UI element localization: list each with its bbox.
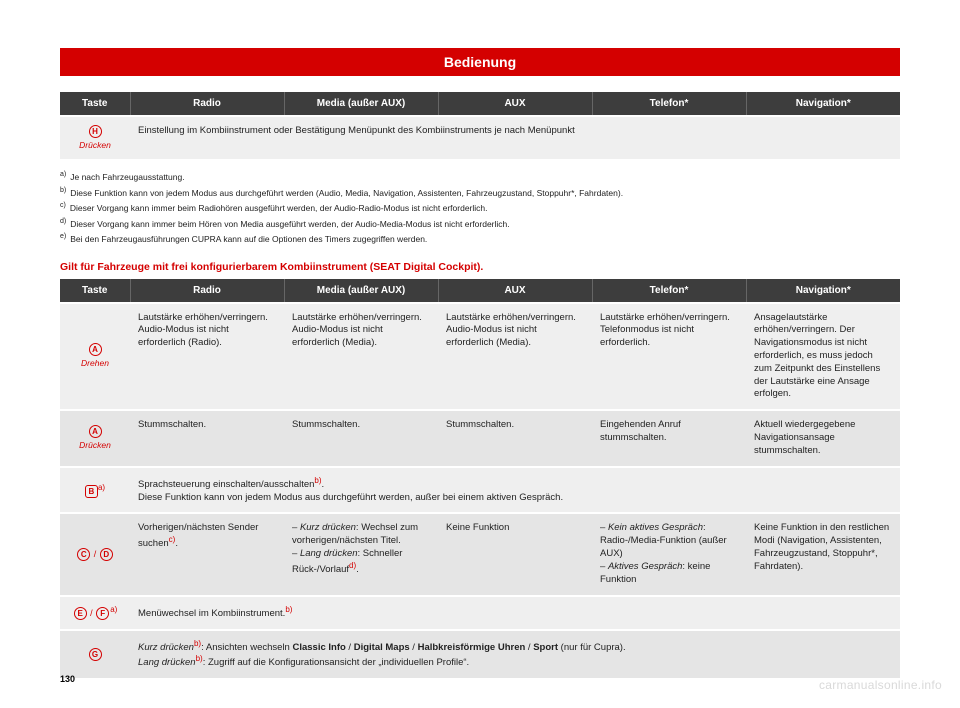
table-header: Taste Radio Media (außer AUX) AUX Telefo… [60, 279, 900, 303]
col-head: Taste [60, 279, 130, 303]
key-button-icon: F [96, 607, 109, 620]
table-row: ADrückenStummschalten.Stummschalten.Stum… [60, 410, 900, 466]
key-cell: Ba) [60, 467, 130, 514]
table-cell: Keine Funktion [438, 513, 592, 595]
table-row: C / DVorherigen/nächsten Sender suchenc)… [60, 513, 900, 595]
table-header: Taste Radio Media (außer AUX) AUX Telefo… [60, 92, 900, 116]
watermark: carmanualsonline.info [819, 678, 942, 692]
key-cell: G [60, 630, 130, 679]
table-cell: Lautstärke erhöhen/verringern. Telefonmo… [592, 303, 746, 411]
key-button-icon: G [89, 648, 102, 661]
col-head: Taste [60, 92, 130, 116]
col-head: AUX [438, 279, 592, 303]
table-row: Ba)Sprachsteuerung einschalten/ausschalt… [60, 467, 900, 514]
table-cell: Ansagelautstärke erhöhen/verringern. Der… [746, 303, 900, 411]
table-cell: Lautstärke erhöhen/verringern. Audio-Mod… [284, 303, 438, 411]
table-cell: Stummschalten. [284, 410, 438, 466]
table-row: A Drehen Lautstärke erhöhen/verringern. Au… [60, 303, 900, 411]
key-button-icon: C [77, 548, 90, 561]
key-cell: E / Fa) [60, 596, 130, 630]
key-button-icon: B [85, 485, 98, 498]
key-button-icon: A [89, 425, 102, 438]
table-row: H Drücken Einstellung im Kombiinstrument… [60, 116, 900, 159]
table-cell: Eingehenden Anruf stummschalten. [592, 410, 746, 466]
col-head: Telefon* [592, 279, 746, 303]
col-head: Radio [130, 92, 284, 116]
table-cell: Stummschalten. [438, 410, 592, 466]
key-cell: H Drücken [60, 116, 130, 159]
col-head: Media (außer AUX) [284, 92, 438, 116]
table-cell: Stummschalten. [130, 410, 284, 466]
key-action-label: Drücken [68, 140, 122, 151]
table-row: G Kurz drückenb): Ansichten wechseln Clas… [60, 630, 900, 679]
table2-body: A Drehen Lautstärke erhöhen/verringern. Au… [60, 303, 900, 679]
col-head: Navigation* [746, 279, 900, 303]
page-title-band: Bedienung [60, 48, 900, 76]
controls-table-1: Taste Radio Media (außer AUX) AUX Telefo… [60, 92, 900, 159]
manual-page: Bedienung Taste Radio Media (außer AUX) … [0, 0, 960, 708]
page-number: 130 [60, 674, 75, 684]
table-cell: – Kurz drücken: Wechsel zum vorherigen/n… [284, 513, 438, 595]
table-cell: Kurz drückenb): Ansichten wechseln Class… [130, 630, 900, 679]
key-button-icon: H [89, 125, 102, 138]
key-cell: C / D [60, 513, 130, 595]
footnote: a)Je nach Fahrzeugausstattung. [60, 169, 900, 184]
section-title: Gilt für Fahrzeuge mit frei konfigurierb… [60, 261, 900, 273]
footnote: c)Dieser Vorgang kann immer beim Radiohö… [60, 200, 900, 215]
table-cell: Lautstärke erhöhen/verringern. Audio-Mod… [130, 303, 284, 411]
key-button-icon: E [74, 607, 87, 620]
key-cell: A Drehen [60, 303, 130, 411]
controls-table-2: Taste Radio Media (außer AUX) AUX Telefo… [60, 279, 900, 679]
key-action-label: Drücken [68, 440, 122, 451]
col-head: Radio [130, 279, 284, 303]
col-head: Navigation* [746, 92, 900, 116]
table-cell: – Kein aktives Gespräch: Radio-/Media-Fu… [592, 513, 746, 595]
table-cell: Aktuell wiedergegebene Navigationsansage… [746, 410, 900, 466]
table-cell: Keine Funktion in den restlichen Modi (N… [746, 513, 900, 595]
key-action-label: Drehen [68, 358, 122, 369]
footnote: b)Diese Funktion kann von jedem Modus au… [60, 185, 900, 200]
footnotes: a)Je nach Fahrzeugausstattung.b)Diese Fu… [60, 169, 900, 246]
table-cell: Sprachsteuerung einschalten/ausschaltenb… [130, 467, 900, 514]
footnote: d)Dieser Vorgang kann immer beim Hören v… [60, 216, 900, 231]
table-cell: Menüwechsel im Kombiinstrument.b) [130, 596, 900, 630]
col-head: AUX [438, 92, 592, 116]
col-head: Telefon* [592, 92, 746, 116]
table-cell: Einstellung im Kombiinstrument oder Best… [130, 116, 900, 159]
footnote: e)Bei den Fahrzeugausführungen CUPRA kan… [60, 231, 900, 246]
col-head: Media (außer AUX) [284, 279, 438, 303]
table-row: E / Fa)Menüwechsel im Kombiinstrument.b) [60, 596, 900, 630]
key-button-icon: D [100, 548, 113, 561]
key-button-icon: A [89, 343, 102, 356]
key-cell: A Drücken [60, 410, 130, 466]
table-cell: Vorherigen/nächsten Sender suchenc). [130, 513, 284, 595]
table-cell: Lautstärke erhöhen/verringern. Audio-Mod… [438, 303, 592, 411]
